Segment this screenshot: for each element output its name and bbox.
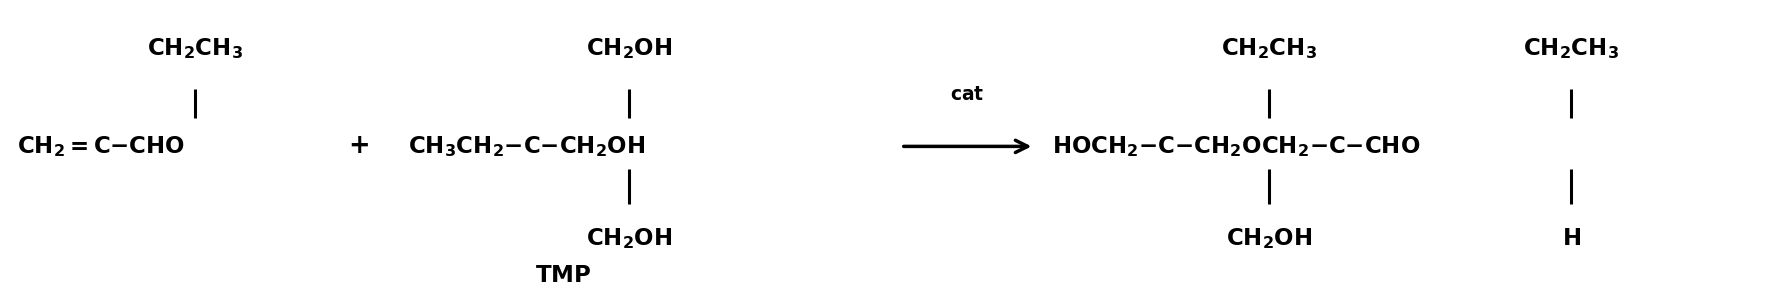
Text: $\mathbf{CH_3CH_2{-}C{-}CH_2OH}$: $\mathbf{CH_3CH_2{-}C{-}CH_2OH}$ [409, 134, 646, 159]
Text: $\mathbf{CH_2CH_3}$: $\mathbf{CH_2CH_3}$ [1524, 36, 1620, 61]
Text: $\mathbf{+}$: $\mathbf{+}$ [348, 133, 369, 159]
Text: $\mathbf{cat}$: $\mathbf{cat}$ [949, 85, 983, 104]
Text: $\mathbf{CH_2CH_3}$: $\mathbf{CH_2CH_3}$ [146, 36, 243, 61]
Text: $\mathbf{CH_2CH_3}$: $\mathbf{CH_2CH_3}$ [1220, 36, 1317, 61]
Text: $\mathbf{TMP}$: $\mathbf{TMP}$ [535, 264, 591, 287]
Text: $\mathbf{H}$: $\mathbf{H}$ [1561, 227, 1581, 250]
Text: $\mathbf{HOCH_2{-}C{-}CH_2OCH_2{-}C{-}CHO}$: $\mathbf{HOCH_2{-}C{-}CH_2OCH_2{-}C{-}CH… [1053, 134, 1420, 159]
Text: $\mathbf{CH_2OH}$: $\mathbf{CH_2OH}$ [585, 226, 673, 251]
Text: $\mathbf{CH_2{=}C{-}CHO}$: $\mathbf{CH_2{=}C{-}CHO}$ [18, 134, 186, 159]
Text: $\mathbf{CH_2OH}$: $\mathbf{CH_2OH}$ [585, 36, 673, 61]
Text: $\mathbf{CH_2OH}$: $\mathbf{CH_2OH}$ [1226, 226, 1313, 251]
